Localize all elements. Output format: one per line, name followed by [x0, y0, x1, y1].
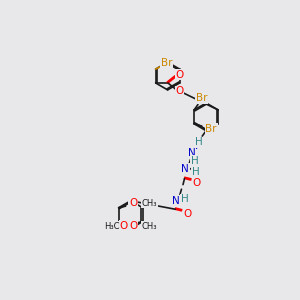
Text: H₃C: H₃C	[104, 222, 120, 231]
Text: O: O	[184, 209, 192, 219]
Text: CH₃: CH₃	[142, 199, 157, 208]
Text: O: O	[193, 178, 201, 188]
Text: H: H	[192, 167, 200, 177]
Text: Br: Br	[196, 93, 208, 103]
Text: O: O	[129, 221, 137, 231]
Text: O: O	[120, 221, 128, 231]
Text: Br: Br	[205, 124, 217, 134]
Text: O: O	[176, 86, 184, 96]
Text: O: O	[176, 70, 184, 80]
Text: H: H	[191, 156, 198, 166]
Text: H: H	[194, 137, 202, 147]
Text: N: N	[172, 196, 180, 206]
Text: Br: Br	[160, 58, 172, 68]
Text: CH₃: CH₃	[142, 222, 157, 231]
Text: O: O	[129, 198, 137, 208]
Text: N: N	[182, 164, 189, 174]
Text: H: H	[181, 194, 188, 204]
Text: N: N	[188, 148, 195, 158]
